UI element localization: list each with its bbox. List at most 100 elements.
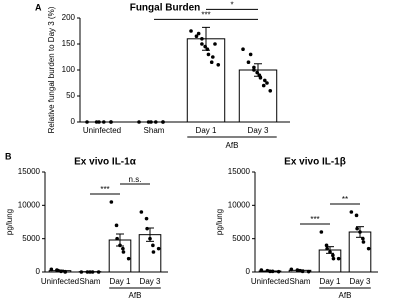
data-point xyxy=(276,269,281,274)
data-point xyxy=(205,47,210,51)
data-point xyxy=(213,42,217,46)
significance-label: * xyxy=(230,0,233,9)
significance-label: n.s. xyxy=(129,175,142,184)
data-point xyxy=(59,269,63,274)
data-point xyxy=(355,226,359,231)
y-tick-label: 10000 xyxy=(228,200,251,209)
data-point xyxy=(114,223,119,228)
data-point xyxy=(324,243,329,248)
data-point xyxy=(211,55,215,59)
data-point xyxy=(263,78,267,83)
data-point xyxy=(96,270,101,274)
group-label: AfB xyxy=(339,291,352,300)
data-point xyxy=(144,216,149,221)
data-point xyxy=(149,120,153,124)
x-tick-label: Sham xyxy=(144,126,165,135)
x-tick-label: Day 1 xyxy=(196,126,217,135)
data-point xyxy=(189,29,193,33)
chart-title: Fungal Burden xyxy=(130,3,201,14)
bar xyxy=(186,38,226,123)
data-point xyxy=(331,253,335,258)
data-point xyxy=(246,60,251,64)
y-axis-label: pg/lung xyxy=(215,209,224,235)
y-tick-label: 5000 xyxy=(232,234,250,243)
data-point xyxy=(151,250,156,254)
data-point xyxy=(137,120,141,124)
data-point xyxy=(90,270,95,274)
y-tick-label: 0 xyxy=(36,267,41,276)
x-tick-label: Day 3 xyxy=(248,126,269,135)
bar xyxy=(238,69,278,123)
data-point xyxy=(88,270,92,274)
data-point xyxy=(79,270,84,274)
data-point xyxy=(261,83,266,88)
data-point xyxy=(203,44,207,49)
significance-label: *** xyxy=(310,215,319,224)
data-point xyxy=(109,120,113,124)
data-point xyxy=(331,256,336,261)
data-point xyxy=(97,120,101,124)
data-point xyxy=(85,270,90,274)
x-tick-label: Uninfected xyxy=(41,277,79,286)
data-point xyxy=(349,210,354,214)
data-point xyxy=(289,267,294,272)
data-point xyxy=(56,268,61,273)
data-point xyxy=(194,34,199,38)
y-tick-label: 0 xyxy=(71,117,76,126)
data-point xyxy=(153,120,158,124)
data-point xyxy=(259,268,264,272)
group-label: AfB xyxy=(226,141,239,150)
data-point xyxy=(361,240,366,244)
data-point xyxy=(151,243,155,248)
y-axis-label: Relative fungal burden to Day 3 (%) xyxy=(47,6,56,133)
y-tick-label: 10000 xyxy=(18,200,41,209)
x-tick-label: Day 3 xyxy=(140,277,161,286)
chart-title: Ex vivo IL-1β xyxy=(284,157,346,168)
data-point xyxy=(145,226,149,231)
chart-title: Ex vivo IL-1α xyxy=(74,157,137,168)
data-point xyxy=(216,63,221,67)
x-tick-label: Day 3 xyxy=(350,277,371,286)
data-point xyxy=(200,42,204,46)
data-point xyxy=(328,250,332,254)
significance-label: *** xyxy=(100,185,109,194)
data-point xyxy=(196,31,201,36)
data-point xyxy=(139,210,144,214)
panel-label: B xyxy=(5,151,12,161)
x-tick-label: Day 1 xyxy=(110,277,131,286)
data-point xyxy=(265,81,269,85)
data-point xyxy=(126,256,131,261)
y-axis-label: pg/lung xyxy=(5,209,14,235)
data-point xyxy=(63,270,67,274)
data-point xyxy=(121,250,126,254)
data-point xyxy=(156,246,161,251)
group-label: AfB xyxy=(129,291,142,300)
panel-label: A xyxy=(35,2,42,12)
data-point xyxy=(361,236,365,241)
data-point xyxy=(336,256,341,261)
significance-label: ** xyxy=(342,195,348,204)
bar xyxy=(348,231,372,273)
data-point xyxy=(121,246,125,251)
data-point xyxy=(148,236,152,241)
y-tick-label: 200 xyxy=(62,13,76,22)
data-point xyxy=(200,37,204,41)
data-point xyxy=(118,243,122,248)
data-point xyxy=(354,213,359,218)
x-tick-label: Day 1 xyxy=(320,277,341,286)
y-tick-label: 50 xyxy=(66,91,75,100)
data-point xyxy=(209,60,214,64)
data-point xyxy=(241,47,245,51)
data-point xyxy=(268,89,273,93)
data-point xyxy=(366,246,371,251)
data-point xyxy=(115,236,119,241)
y-tick-label: 5000 xyxy=(22,234,40,243)
y-tick-label: 0 xyxy=(246,267,251,276)
data-point xyxy=(161,120,165,124)
data-point xyxy=(252,65,256,70)
data-point xyxy=(300,269,305,274)
x-tick-label: Uninfected xyxy=(251,277,289,286)
data-point xyxy=(358,230,362,234)
significance-label: *** xyxy=(201,10,210,19)
